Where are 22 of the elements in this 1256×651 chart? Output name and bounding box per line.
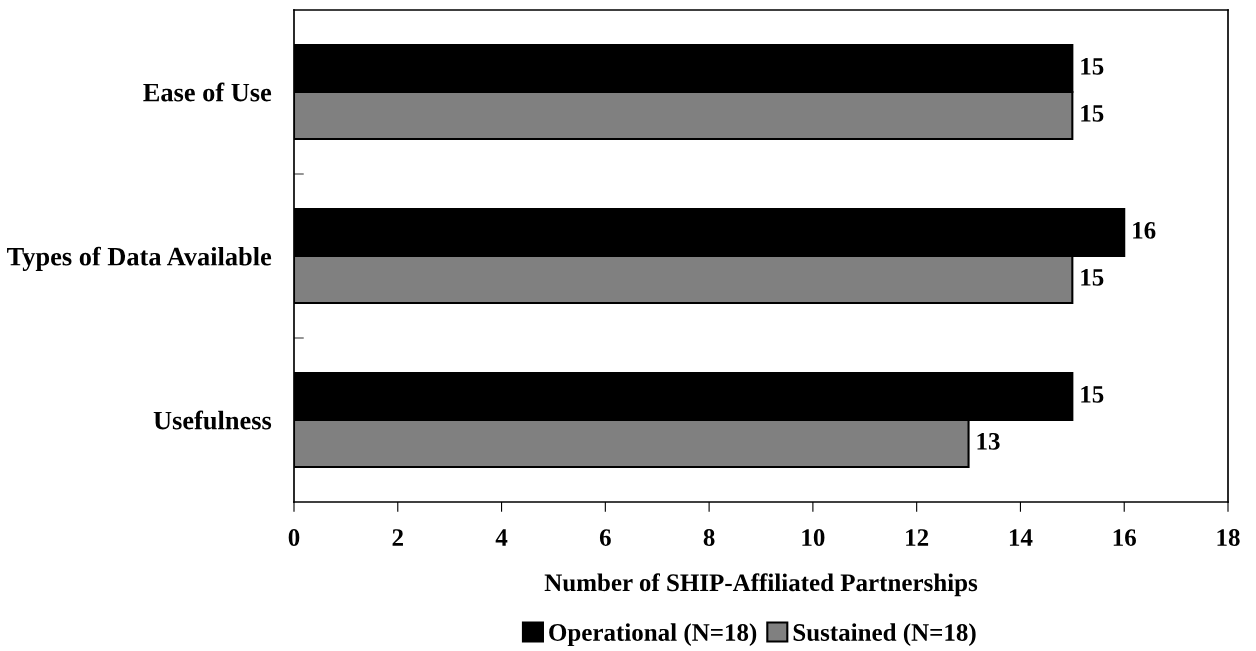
data-label: 15: [1081, 269, 1104, 286]
data-label: 15: [1081, 58, 1104, 75]
y-tick-label: Ease of Use: [143, 82, 272, 102]
data-label: 15: [1081, 386, 1104, 403]
data-label: 16: [1133, 221, 1156, 239]
x-tick-label: 12: [906, 529, 929, 546]
x-tick-label: 10: [802, 529, 825, 546]
x-tick-label: 18: [1217, 529, 1240, 546]
x-tick-label: 16: [1113, 529, 1136, 546]
y-tick-label: Types of Data Available: [7, 246, 272, 271]
x-tick-label: 0: [288, 529, 300, 546]
x-tick-label: 4: [495, 529, 508, 546]
legend-label: Sustained (N=18): [793, 623, 976, 646]
legend-label: Operational (N=18): [549, 623, 757, 646]
x-tick-label: 6: [599, 529, 611, 546]
x-tick-label: 2: [392, 529, 403, 546]
x-tick-label: 8: [703, 529, 715, 546]
x-axis-title: Number of SHIP-Affiliated Partnerships: [544, 573, 978, 597]
y-tick-label: Usefulness: [153, 410, 272, 430]
data-label: 13: [977, 432, 1000, 450]
data-label: 15: [1081, 105, 1104, 122]
x-tick-label: 14: [1009, 529, 1033, 546]
